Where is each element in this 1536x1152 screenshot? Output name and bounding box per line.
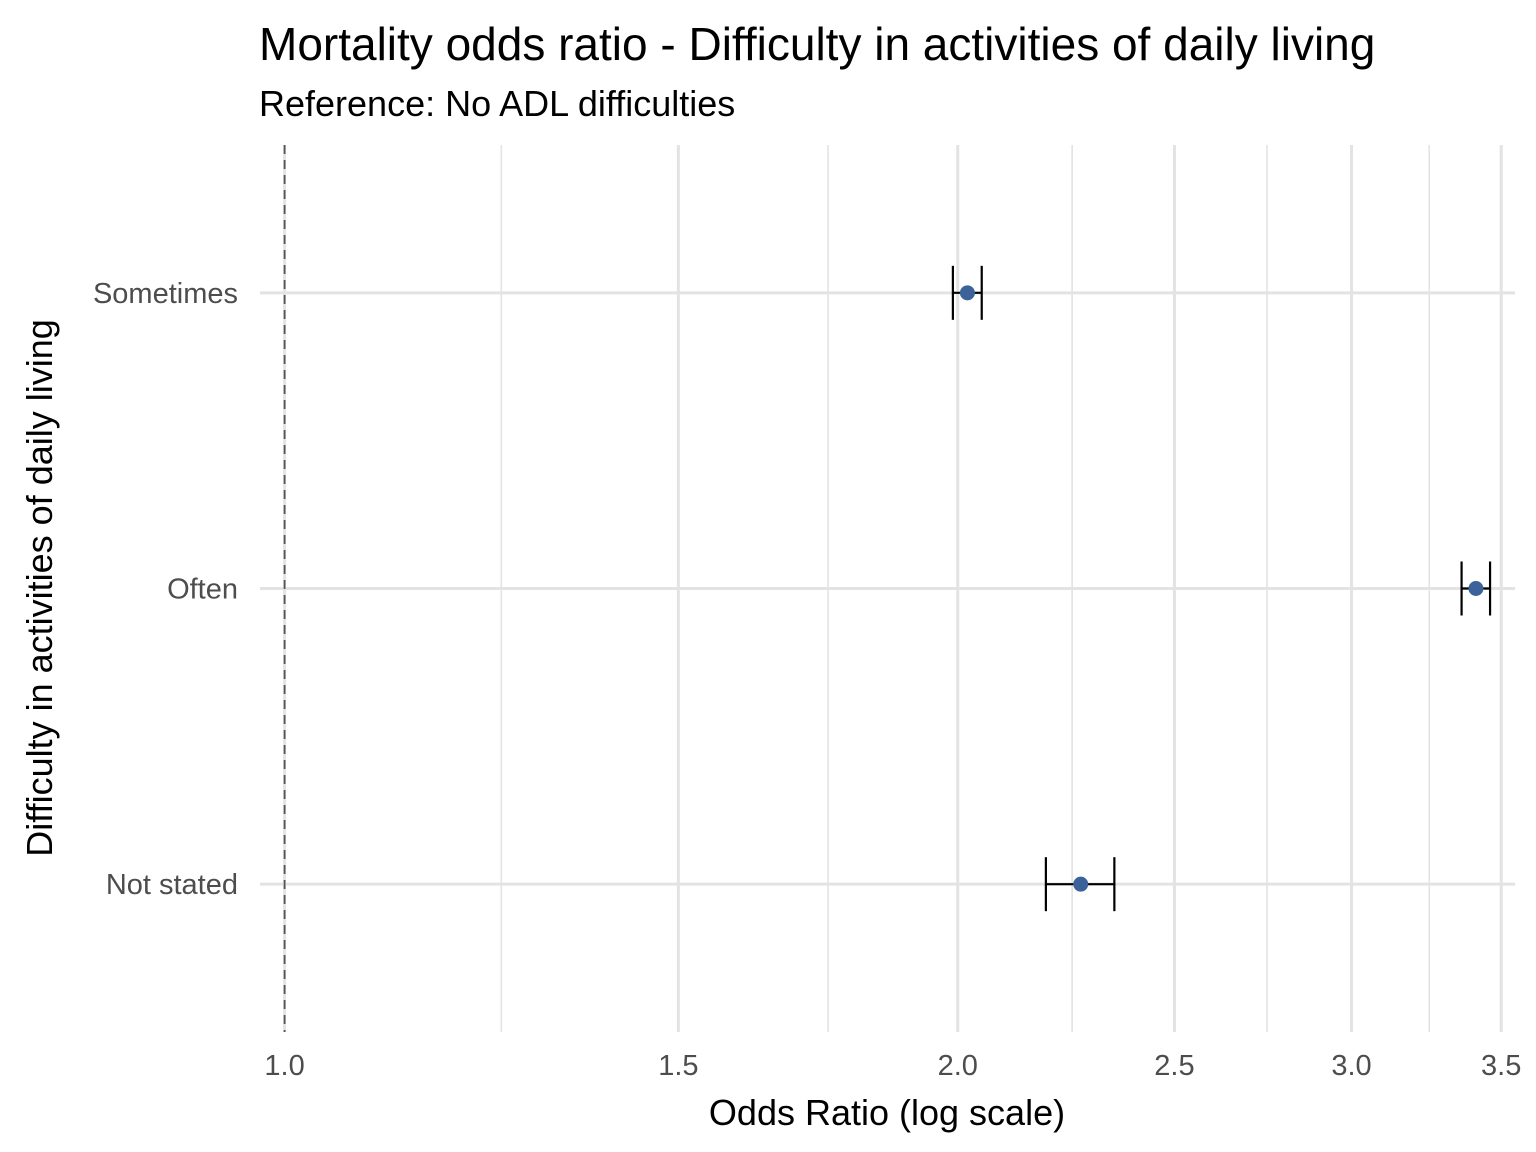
y-tick-label: Not stated (106, 869, 238, 901)
chart-title: Mortality odds ratio - Difficulty in act… (259, 18, 1375, 70)
y-tick-label: Sometimes (93, 278, 238, 310)
x-tick-label: 2.0 (938, 1050, 978, 1082)
estimate-point (1468, 581, 1484, 596)
x-tick-label: 2.5 (1154, 1050, 1194, 1082)
x-axis-tick-labels: 1.0 1.5 2.0 2.5 3.0 3.5 (264, 1050, 1521, 1082)
x-tick-label: 3.0 (1331, 1050, 1371, 1082)
y-axis-title: Difficulty in activities of daily living (19, 319, 60, 857)
estimate-point (959, 285, 975, 301)
x-tick-label: 3.5 (1481, 1050, 1521, 1082)
estimate-points (959, 285, 1484, 892)
estimate-point (1073, 876, 1089, 892)
x-tick-label: 1.5 (658, 1050, 698, 1082)
x-axis-title: Odds Ratio (log scale) (709, 1092, 1065, 1133)
major-gridlines (260, 145, 1515, 1032)
y-tick-label: Often (167, 574, 238, 606)
x-tick-label: 1.0 (264, 1050, 304, 1082)
y-axis-tick-labels: Sometimes Often Not stated (93, 278, 238, 901)
chart-subtitle: Reference: No ADL difficulties (259, 83, 735, 124)
